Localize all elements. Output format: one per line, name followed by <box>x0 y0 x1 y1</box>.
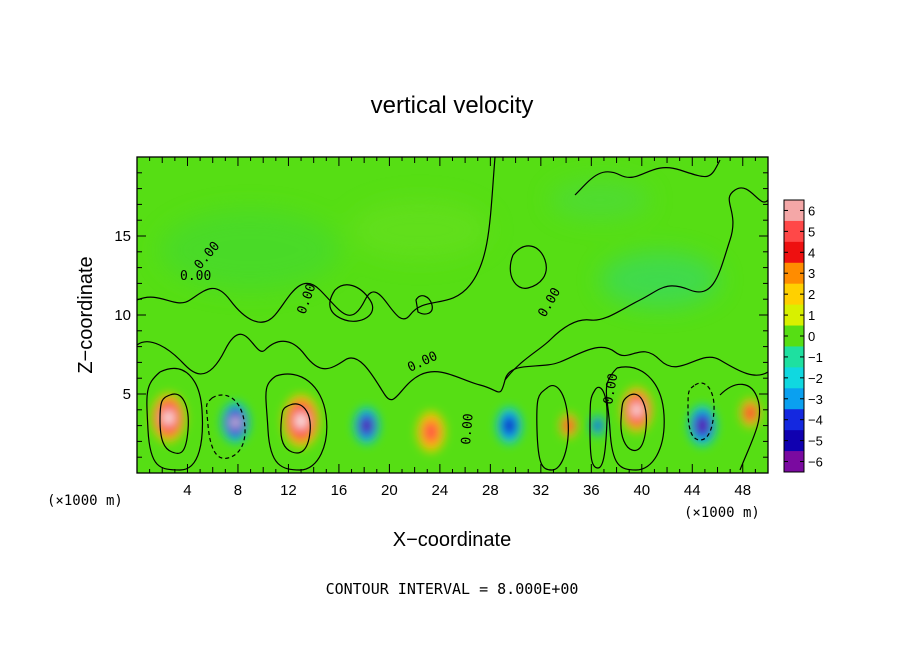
velocity-cell <box>740 398 761 428</box>
plot-area: 0.000.000.000.000.000.000.00 <box>137 157 768 473</box>
colorbar: 6 5 4 3 2 1 0 −1 −2 −3 −4 −5 −6 <box>783 199 823 473</box>
x-axis: 4 8 12 16 20 24 28 32 36 40 44 48 <box>149 157 756 499</box>
velocity-cell <box>221 402 250 443</box>
cell-ring <box>698 419 707 432</box>
upper-variation <box>160 180 720 308</box>
colorbar-label: −1 <box>808 350 823 365</box>
colorbar-label: 2 <box>808 287 815 302</box>
colorbar-swatch <box>784 388 804 410</box>
x-unit-right: (×1000 m) <box>684 505 760 521</box>
colorbar-label: 0 <box>808 329 815 344</box>
contour-label: 0.00 <box>459 413 477 446</box>
x-tick-label: 12 <box>280 482 297 499</box>
velocity-cell <box>417 411 445 453</box>
colorbar-swatch <box>784 200 804 222</box>
contour-label: 0.00 <box>180 269 211 284</box>
colorbar-swatch <box>784 262 804 285</box>
zero-contours <box>137 157 768 471</box>
x-tick-label: 16 <box>331 482 348 499</box>
velocity-cell <box>590 415 605 436</box>
colorbar-swatch <box>784 346 804 368</box>
colorbar-swatch <box>784 283 804 306</box>
colorbar-label: −4 <box>808 413 823 428</box>
cell-ring <box>164 411 173 424</box>
colorbar-label: −6 <box>808 455 823 470</box>
x-tick-label: 44 <box>684 482 701 499</box>
contour-label: 0.00 <box>601 372 621 405</box>
cell-ring <box>363 420 371 431</box>
colorbar-label: 6 <box>808 203 815 218</box>
y-tick-label: 5 <box>123 386 131 403</box>
x-axis-label: X−coordinate <box>393 529 511 551</box>
y-tick-label: 15 <box>114 228 131 245</box>
colorbar-swatch <box>784 220 804 243</box>
cell-ring <box>595 422 601 430</box>
velocity-cell <box>496 407 522 444</box>
x-tick-label: 28 <box>482 482 499 499</box>
x-tick-label: 24 <box>432 482 449 499</box>
colorbar-swatch <box>784 430 804 452</box>
x-tick-label: 20 <box>381 482 398 499</box>
colorbar-swatch <box>784 451 804 473</box>
cell-ring <box>633 404 641 416</box>
colorbar-label: 1 <box>808 308 815 323</box>
colorbar-swatch <box>784 325 804 347</box>
x-tick-label: 32 <box>532 482 549 499</box>
x-tick-label: 4 <box>183 482 191 499</box>
colorbar-label: 3 <box>808 266 815 281</box>
colorbar-swatch <box>784 409 804 431</box>
cell-ring <box>746 408 754 418</box>
x-tick-label: 36 <box>583 482 600 499</box>
cell-ring <box>504 419 514 432</box>
x-tick-label: 40 <box>633 482 650 499</box>
x-unit-left: (×1000 m) <box>47 493 123 509</box>
chart-title: vertical velocity <box>371 92 534 119</box>
colorbar-swatch <box>784 241 804 264</box>
colorbar-swatch <box>784 367 804 389</box>
y-tick-label: 10 <box>114 307 131 324</box>
y-axis: 5 10 15 <box>114 172 768 458</box>
velocity-cell <box>688 405 717 446</box>
colorbar-label: −5 <box>808 434 823 449</box>
colorbar-label: 4 <box>808 245 815 260</box>
x-tick-label: 48 <box>734 482 751 499</box>
colorbar-label: −2 <box>808 371 823 386</box>
velocity-cell <box>283 394 320 448</box>
contour-interval-note: CONTOUR INTERVAL = 8.000E+00 <box>326 580 579 598</box>
colorbar-label: 5 <box>808 224 815 239</box>
velocity-cell <box>151 393 186 442</box>
x-tick-label: 8 <box>234 482 242 499</box>
colorbar-label: −3 <box>808 392 823 407</box>
cell-ring <box>232 417 239 428</box>
velocity-cell <box>354 407 380 444</box>
cell-ring <box>296 414 306 428</box>
y-axis-label: Z−coordinate <box>75 256 97 373</box>
colorbar-swatch <box>784 304 804 327</box>
cell-ring <box>424 422 438 441</box>
velocity-cell <box>621 387 653 432</box>
